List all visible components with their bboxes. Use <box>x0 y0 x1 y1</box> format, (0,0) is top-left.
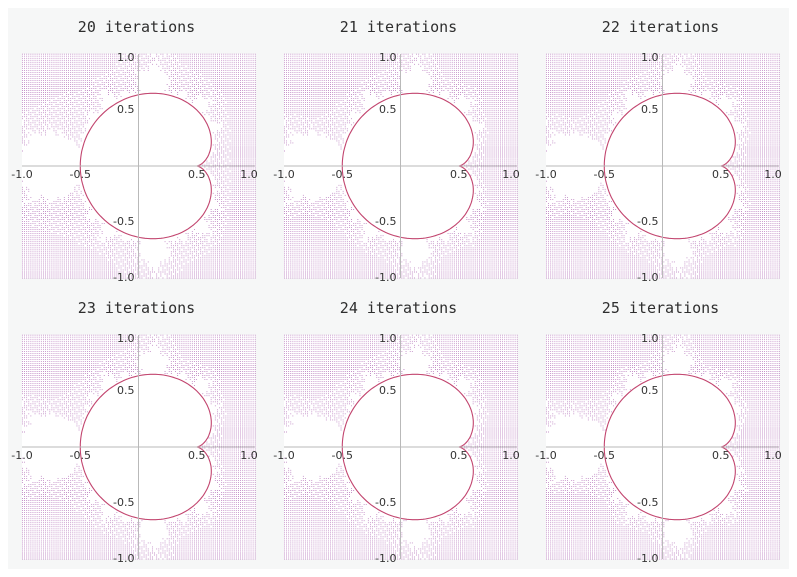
y-tick-label: -1.0 <box>375 271 396 284</box>
y-tick-label: 1.0 <box>641 51 659 64</box>
y-tick-label: 1.0 <box>379 332 397 345</box>
chart-panel-5: 24 iterations -1.0 -0.5 0.5 1.0 1.0 0.5 -0.5 -1… <box>270 289 527 569</box>
x-tick-label: 0.5 <box>188 449 206 462</box>
x-tick-label: 0.5 <box>712 168 730 181</box>
x-tick-label: -1.0 <box>11 168 32 181</box>
x-tick-label: 0.5 <box>450 168 468 181</box>
y-tick-label: 1.0 <box>117 51 135 64</box>
scatter-plot-svg: -1.0 -0.5 0.5 1.0 1.0 0.5 -0.5 -1.0 <box>273 51 520 284</box>
x-tick-label: -0.5 <box>594 449 615 462</box>
x-tick-label: -0.5 <box>332 168 353 181</box>
x-tick-label: 0.5 <box>450 449 468 462</box>
y-tick-label: 0.5 <box>641 384 659 397</box>
y-tick-label: 0.5 <box>379 384 397 397</box>
y-tick-label: -0.5 <box>637 215 658 228</box>
y-tick-label: -0.5 <box>375 496 396 509</box>
x-tick-label: -0.5 <box>332 449 353 462</box>
y-tick-label: -1.0 <box>375 552 396 565</box>
x-tick-label: -1.0 <box>535 168 556 181</box>
orbit-points <box>546 53 780 279</box>
y-tick-label: 0.5 <box>117 103 135 116</box>
x-tick-label: -1.0 <box>11 449 32 462</box>
scatter-plot-svg: -1.0 -0.5 0.5 1.0 1.0 0.5 -0.5 -1.0 <box>11 51 258 284</box>
figure-grid: 20 iterations -1.0 -0.5 0.5 1.0 1.0 0.5 -0.5 -1… <box>8 8 789 569</box>
chart-title: 22 iterations <box>601 18 720 36</box>
plot-area: -1.0 -0.5 0.5 1.0 1.0 0.5 -0.5 -1.0 <box>270 323 527 569</box>
x-tick-label: 0.5 <box>188 168 206 181</box>
y-tick-label: -1.0 <box>113 552 134 565</box>
chart-panel-2: 21 iterations -1.0 -0.5 0.5 1.0 1.0 0.5 -0.5 -1… <box>270 8 527 288</box>
chart-title: 21 iterations <box>339 18 458 36</box>
y-tick-label: 0.5 <box>641 103 659 116</box>
plot-area: -1.0 -0.5 0.5 1.0 1.0 0.5 -0.5 -1.0 <box>532 323 789 569</box>
orbit-points <box>546 334 780 560</box>
y-tick-label: -1.0 <box>637 271 658 284</box>
y-tick-label: 1.0 <box>379 51 397 64</box>
x-tick-label: 0.5 <box>712 449 730 462</box>
x-tick-label: -0.5 <box>70 449 91 462</box>
y-tick-label: -0.5 <box>375 215 396 228</box>
x-tick-label: -1.0 <box>273 168 294 181</box>
chart-title: 20 iterations <box>77 18 196 36</box>
y-tick-label: -0.5 <box>637 496 658 509</box>
x-tick-label: 1.0 <box>764 449 782 462</box>
y-tick-label: 1.0 <box>641 332 659 345</box>
plot-area: -1.0 -0.5 0.5 1.0 1.0 0.5 -0.5 -1.0 <box>8 42 265 288</box>
x-tick-label: -1.0 <box>535 449 556 462</box>
x-tick-label: -1.0 <box>273 449 294 462</box>
chart-title: 25 iterations <box>601 299 720 317</box>
y-tick-label: -1.0 <box>113 271 134 284</box>
x-tick-label: 1.0 <box>502 449 520 462</box>
scatter-plot-svg: -1.0 -0.5 0.5 1.0 1.0 0.5 -0.5 -1.0 <box>535 51 782 284</box>
chart-panel-4: 23 iterations -1.0 -0.5 0.5 1.0 1.0 0.5 -0.5 -1… <box>8 289 265 569</box>
chart-title: 23 iterations <box>77 299 196 317</box>
y-tick-label: -0.5 <box>113 496 134 509</box>
x-tick-label: 1.0 <box>764 168 782 181</box>
chart-panel-3: 22 iterations -1.0 -0.5 0.5 1.0 1.0 0.5 -0.5 -1… <box>532 8 789 288</box>
scatter-plot-svg: -1.0 -0.5 0.5 1.0 1.0 0.5 -0.5 -1.0 <box>11 332 258 565</box>
orbit-points <box>284 53 518 279</box>
chart-panel-1: 20 iterations -1.0 -0.5 0.5 1.0 1.0 0.5 -0.5 -1… <box>8 8 265 288</box>
scatter-plot-svg: -1.0 -0.5 0.5 1.0 1.0 0.5 -0.5 -1.0 <box>535 332 782 565</box>
chart-panel-6: 25 iterations -1.0 -0.5 0.5 1.0 1.0 0.5 -0.5 -1… <box>532 289 789 569</box>
y-tick-label: 1.0 <box>117 332 135 345</box>
x-tick-label: -0.5 <box>594 168 615 181</box>
orbit-points <box>22 53 256 279</box>
scatter-plot-svg: -1.0 -0.5 0.5 1.0 1.0 0.5 -0.5 -1.0 <box>273 332 520 565</box>
y-tick-label: 0.5 <box>117 384 135 397</box>
plot-area: -1.0 -0.5 0.5 1.0 1.0 0.5 -0.5 -1.0 <box>270 42 527 288</box>
x-tick-label: 1.0 <box>502 168 520 181</box>
y-tick-label: 0.5 <box>379 103 397 116</box>
plot-area: -1.0 -0.5 0.5 1.0 1.0 0.5 -0.5 -1.0 <box>532 42 789 288</box>
plot-area: -1.0 -0.5 0.5 1.0 1.0 0.5 -0.5 -1.0 <box>8 323 265 569</box>
y-tick-label: -0.5 <box>113 215 134 228</box>
orbit-points <box>22 334 256 560</box>
x-tick-label: -0.5 <box>70 168 91 181</box>
x-tick-label: 1.0 <box>240 168 258 181</box>
chart-title: 24 iterations <box>339 299 458 317</box>
orbit-points <box>284 334 518 560</box>
x-tick-label: 1.0 <box>240 449 258 462</box>
y-tick-label: -1.0 <box>637 552 658 565</box>
